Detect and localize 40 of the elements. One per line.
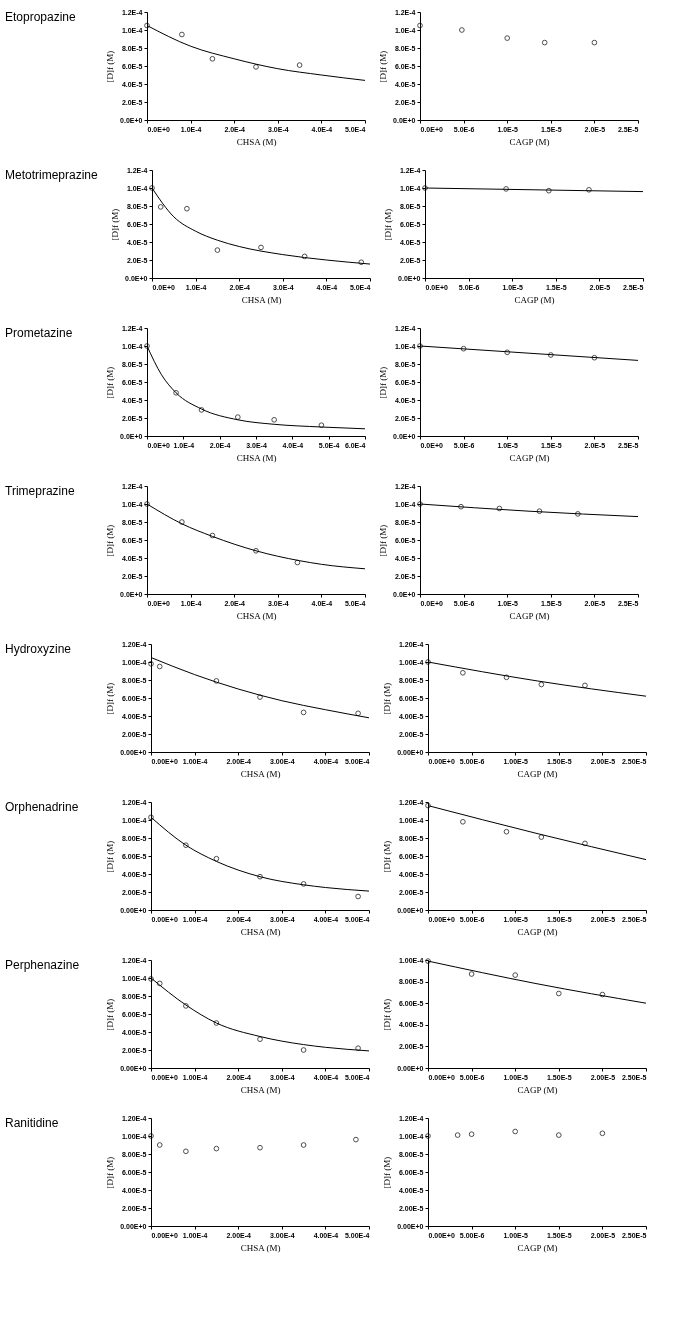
x-axis-title: CHSA (M) <box>240 1242 281 1253</box>
text: Trimeprazine <box>5 484 75 498</box>
x-axis-title: CHSA (M) <box>240 768 281 779</box>
y-axis-title: [D]f (M) <box>382 682 393 715</box>
y-axis-title: [D]f (M) <box>105 366 116 399</box>
x-axis-title: CHSA (M) <box>236 136 277 147</box>
x-axis-title: CHSA (M) <box>236 610 277 621</box>
y-axis-title: [D]f (M) <box>378 524 389 557</box>
x-axis-title: CAGP (M) <box>517 1242 558 1253</box>
y-axis-title: [D]f (M) <box>378 366 389 399</box>
x-axis-title: CHSA (M) <box>240 1084 281 1095</box>
x-axis-title: CHSA (M) <box>236 452 277 463</box>
text: Orphenadrine <box>5 800 79 814</box>
x-axis-title: CAGP (M) <box>517 768 558 779</box>
text: Hydroxyzine <box>5 642 72 656</box>
y-axis-title: [D]f (M) <box>105 840 116 873</box>
x-axis-title: CHSA (M) <box>241 294 282 305</box>
x-axis-title: CAGP (M) <box>517 926 558 937</box>
y-axis-title: [D]f (M) <box>105 998 116 1031</box>
y-axis-title: [D]f (M) <box>383 208 394 241</box>
text: Ranitidine <box>5 1116 59 1130</box>
x-axis-title: CAGP (M) <box>509 136 550 147</box>
y-axis-title: [D]f (M) <box>105 50 116 83</box>
y-axis-title: [D]f (M) <box>378 50 389 83</box>
text: Perphenazine <box>5 958 80 972</box>
y-axis-title: [D]f (M) <box>382 998 393 1031</box>
text: Prometazine <box>5 326 73 340</box>
y-axis-title: [D]f (M) <box>105 682 116 715</box>
y-axis-title: [D]f (M) <box>105 524 116 557</box>
y-axis-title: [D]f (M) <box>110 208 121 241</box>
text: Metotrimeprazine <box>5 168 99 182</box>
x-axis-title: CHSA (M) <box>240 926 281 937</box>
x-axis-title: CAGP (M) <box>517 1084 558 1095</box>
x-axis-title: CAGP (M) <box>514 294 555 305</box>
y-axis-title: [D]f (M) <box>382 840 393 873</box>
y-axis-title: [D]f (M) <box>105 1156 116 1189</box>
x-axis-title: CAGP (M) <box>509 452 550 463</box>
text: Etopropazine <box>5 10 77 24</box>
x-axis-title: CAGP (M) <box>509 610 550 621</box>
y-axis-title: [D]f (M) <box>382 1156 393 1189</box>
